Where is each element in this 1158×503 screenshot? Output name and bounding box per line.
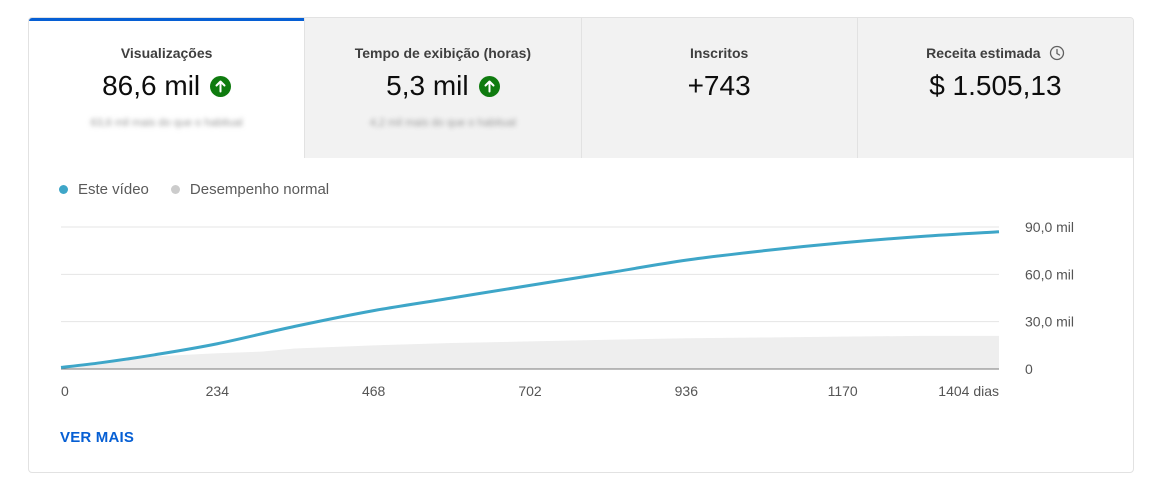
y-tick-label: 90,0 mil: [1025, 219, 1074, 235]
arrow-up-icon: [210, 75, 232, 97]
tab-watch-time-label: Tempo de exibição (horas): [354, 45, 532, 61]
legend-label-this-video: Este vídeo: [78, 181, 149, 198]
tab-views[interactable]: Visualizações 86,6 mil 63,6 mil mais do …: [29, 18, 305, 158]
views-chart: 0 30,0 mil 60,0 mil 90,0 mil 0 234 468 702 936 11…: [60, 219, 1074, 399]
tab-revenue[interactable]: Receita estimada $ 1.505,13: [856, 18, 1133, 158]
legend-label-normal: Desempenho normal: [189, 181, 330, 198]
x-tick-label: 234: [206, 383, 230, 399]
tab-watch-time-value: 5,3 mil: [386, 70, 469, 101]
tab-views-value: 86,6 mil: [102, 70, 201, 101]
x-tick-label: 0: [61, 383, 69, 399]
tab-views-comparison: 63,6 mil mais do que o habitual: [90, 117, 243, 129]
chart-legend: Este vídeo Desempenho normal: [59, 181, 351, 198]
x-tick-label: 936: [675, 383, 699, 399]
legend-dot-normal: [170, 185, 180, 194]
analytics-card: Visualizações 86,6 mil 63,6 mil mais do …: [28, 17, 1134, 473]
tab-revenue-value: $ 1.505,13: [929, 70, 1062, 101]
tab-subscribers[interactable]: Inscritos +743: [580, 18, 857, 158]
tab-revenue-label: Receita estimada: [926, 45, 1041, 61]
legend-item-this-video: Este vídeo: [59, 181, 149, 198]
arrow-up-icon: [478, 75, 500, 97]
legend-dot-this-video: [59, 185, 68, 194]
x-tick-label: 702: [518, 383, 542, 399]
clock-icon: [1049, 45, 1065, 61]
series-this-video-line: [60, 230, 1000, 369]
tab-watch-time-comparison: 4,2 mil mais do que o habitual: [369, 117, 516, 129]
see-more-link[interactable]: VER MAIS: [60, 429, 135, 446]
metric-tabs: Visualizações 86,6 mil 63,6 mil mais do …: [29, 18, 1133, 158]
tab-subscribers-value: +743: [687, 70, 751, 101]
x-tick-label: 468: [362, 383, 386, 399]
legend-item-normal: Desempenho normal: [170, 181, 330, 198]
x-tick-label: 1404 dias: [938, 383, 999, 399]
y-tick-label: 60,0 mil: [1025, 266, 1074, 282]
x-tick-label: 1170: [828, 383, 858, 399]
tab-views-label: Visualizações: [120, 45, 213, 61]
tab-subscribers-label: Inscritos: [689, 45, 749, 61]
y-tick-label: 0: [1025, 361, 1033, 377]
series-normal-area: [61, 335, 999, 369]
tab-watch-time[interactable]: Tempo de exibição (horas) 5,3 mil 4,2 mi…: [304, 18, 581, 158]
y-tick-label: 30,0 mil: [1025, 314, 1074, 330]
